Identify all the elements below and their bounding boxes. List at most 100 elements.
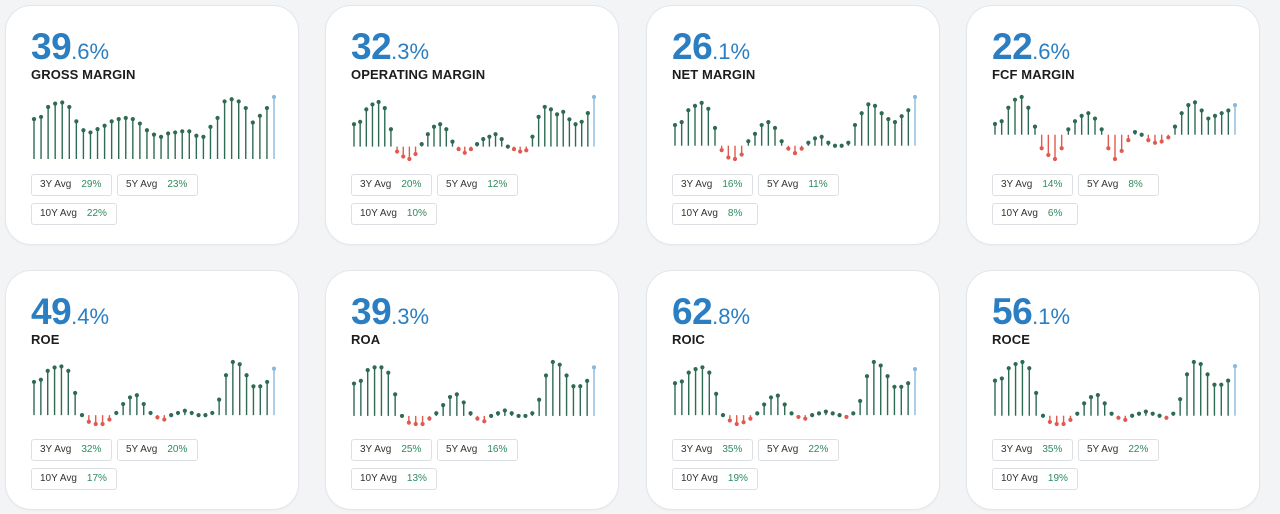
spark-point xyxy=(999,119,1004,135)
spark-point xyxy=(1068,415,1073,422)
spark-point xyxy=(1088,395,1094,416)
spark-point xyxy=(864,374,870,416)
metric-card[interactable]: 56.1% ROCE 3Y Avg 35% 5Y Avg 22% 10Y Avg 19… xyxy=(966,270,1260,510)
spark-point xyxy=(537,397,542,416)
metric-card[interactable]: 62.8% ROIC 3Y Avg 35% 5Y Avg 22% 10Y Avg 19… xyxy=(646,270,940,510)
spark-point xyxy=(372,365,377,416)
spark-point xyxy=(258,384,263,416)
spark-point xyxy=(223,373,229,416)
avg-5y-value: 23% xyxy=(167,179,188,190)
spark-point xyxy=(109,119,114,159)
spark-point xyxy=(858,398,863,416)
spark-point xyxy=(812,136,818,146)
spark-point xyxy=(511,146,517,152)
spark-point xyxy=(419,142,424,147)
spark-point xyxy=(73,390,78,416)
spark-point xyxy=(772,125,778,146)
spark-point xyxy=(194,133,199,159)
spark-point xyxy=(679,119,684,146)
avg-5y-badge: 5Y Avg 22% xyxy=(758,439,839,461)
spark-point xyxy=(31,379,37,416)
spark-point xyxy=(203,413,208,418)
spark-point xyxy=(489,413,494,419)
spark-point xyxy=(38,377,43,416)
spark-point xyxy=(719,145,724,153)
lollipop-sparkline xyxy=(992,94,1238,162)
spark-point xyxy=(1132,129,1138,135)
spark-point xyxy=(210,410,215,416)
avg-3y-badge: 3Y Avg 14% xyxy=(992,174,1073,196)
spark-point xyxy=(1212,113,1218,135)
spark-point xyxy=(482,415,487,424)
spark-point xyxy=(148,410,153,416)
metric-value-integer: 39 xyxy=(351,291,392,332)
spark-point xyxy=(236,99,241,159)
spark-point xyxy=(1146,134,1151,143)
spark-point xyxy=(524,146,529,153)
metric-title: ROCE xyxy=(992,332,1030,347)
spark-point xyxy=(100,415,105,427)
avg-10y-value: 13% xyxy=(406,473,427,484)
spark-point xyxy=(1206,116,1211,135)
metric-card[interactable]: 49.4% ROE 3Y Avg 32% 5Y Avg 20% 10Y Avg 17% xyxy=(5,270,299,510)
spark-point xyxy=(250,120,255,159)
spark-point xyxy=(144,128,150,159)
metric-card[interactable]: 26.1% NET MARGIN 3Y Avg 16% 5Y Avg 11% 10Y… xyxy=(646,5,940,245)
spark-point xyxy=(60,100,65,159)
avg-3y-label: 3Y Avg xyxy=(1001,179,1033,190)
avg-5y-label: 5Y Avg xyxy=(126,179,158,190)
spark-point xyxy=(554,112,560,147)
spark-point xyxy=(265,379,270,416)
spark-point xyxy=(86,415,91,424)
avg-3y-value: 35% xyxy=(1042,444,1063,455)
avg-10y-label: 10Y Avg xyxy=(40,208,77,219)
spark-point xyxy=(364,107,369,147)
spark-point xyxy=(585,378,590,416)
spark-point xyxy=(1082,401,1087,416)
spark-point xyxy=(775,393,780,416)
spark-point xyxy=(393,392,398,416)
spark-point xyxy=(755,411,760,416)
spark-point xyxy=(1059,134,1064,151)
spark-point xyxy=(31,117,37,159)
metric-value-decimal: .3% xyxy=(391,39,430,64)
spark-point xyxy=(456,146,461,152)
avg-5y-value: 22% xyxy=(1128,444,1149,455)
spark-point xyxy=(1166,134,1171,140)
metric-card[interactable]: 39.3% ROA 3Y Avg 25% 5Y Avg 16% 10Y Avg 13% xyxy=(325,270,619,510)
spark-point xyxy=(879,111,884,146)
spark-point xyxy=(851,411,856,416)
spark-point xyxy=(1123,415,1128,422)
spark-point xyxy=(1179,111,1184,135)
spark-point xyxy=(74,119,79,159)
spark-point xyxy=(1102,401,1107,416)
avg-10y-value: 8% xyxy=(727,208,743,219)
spark-point xyxy=(196,413,201,418)
spark-point xyxy=(899,384,904,416)
metric-card[interactable]: 39.6% GROSS MARGIN 3Y Avg 29% 5Y Avg 23% 1… xyxy=(5,5,299,245)
spark-point xyxy=(1040,413,1046,418)
spark-point xyxy=(899,114,904,146)
spark-point xyxy=(912,366,918,416)
metric-card[interactable]: 32.3% OPERATING MARGIN 3Y Avg 20% 5Y Avg 1… xyxy=(325,5,619,245)
spark-point xyxy=(1219,111,1224,135)
spark-point xyxy=(244,373,249,416)
spark-point xyxy=(699,100,704,146)
metric-value: 39.6% xyxy=(31,28,109,65)
spark-point xyxy=(766,119,771,146)
spark-point xyxy=(1184,372,1190,416)
avg-10y-label: 10Y Avg xyxy=(360,473,397,484)
spark-point xyxy=(134,393,139,416)
spark-point xyxy=(732,145,738,162)
spark-point xyxy=(45,368,50,416)
spark-point xyxy=(796,414,801,420)
spark-point xyxy=(523,413,528,419)
spark-point xyxy=(365,367,370,416)
spark-point xyxy=(1139,132,1144,137)
spark-point xyxy=(672,381,678,416)
metric-card[interactable]: 22.6% FCF MARGIN 3Y Avg 14% 5Y Avg 8% 10Y … xyxy=(966,5,1260,245)
avg-3y-label: 3Y Avg xyxy=(1001,444,1033,455)
spark-point xyxy=(1092,116,1098,135)
spark-point xyxy=(358,378,363,416)
spark-point xyxy=(1171,411,1176,416)
